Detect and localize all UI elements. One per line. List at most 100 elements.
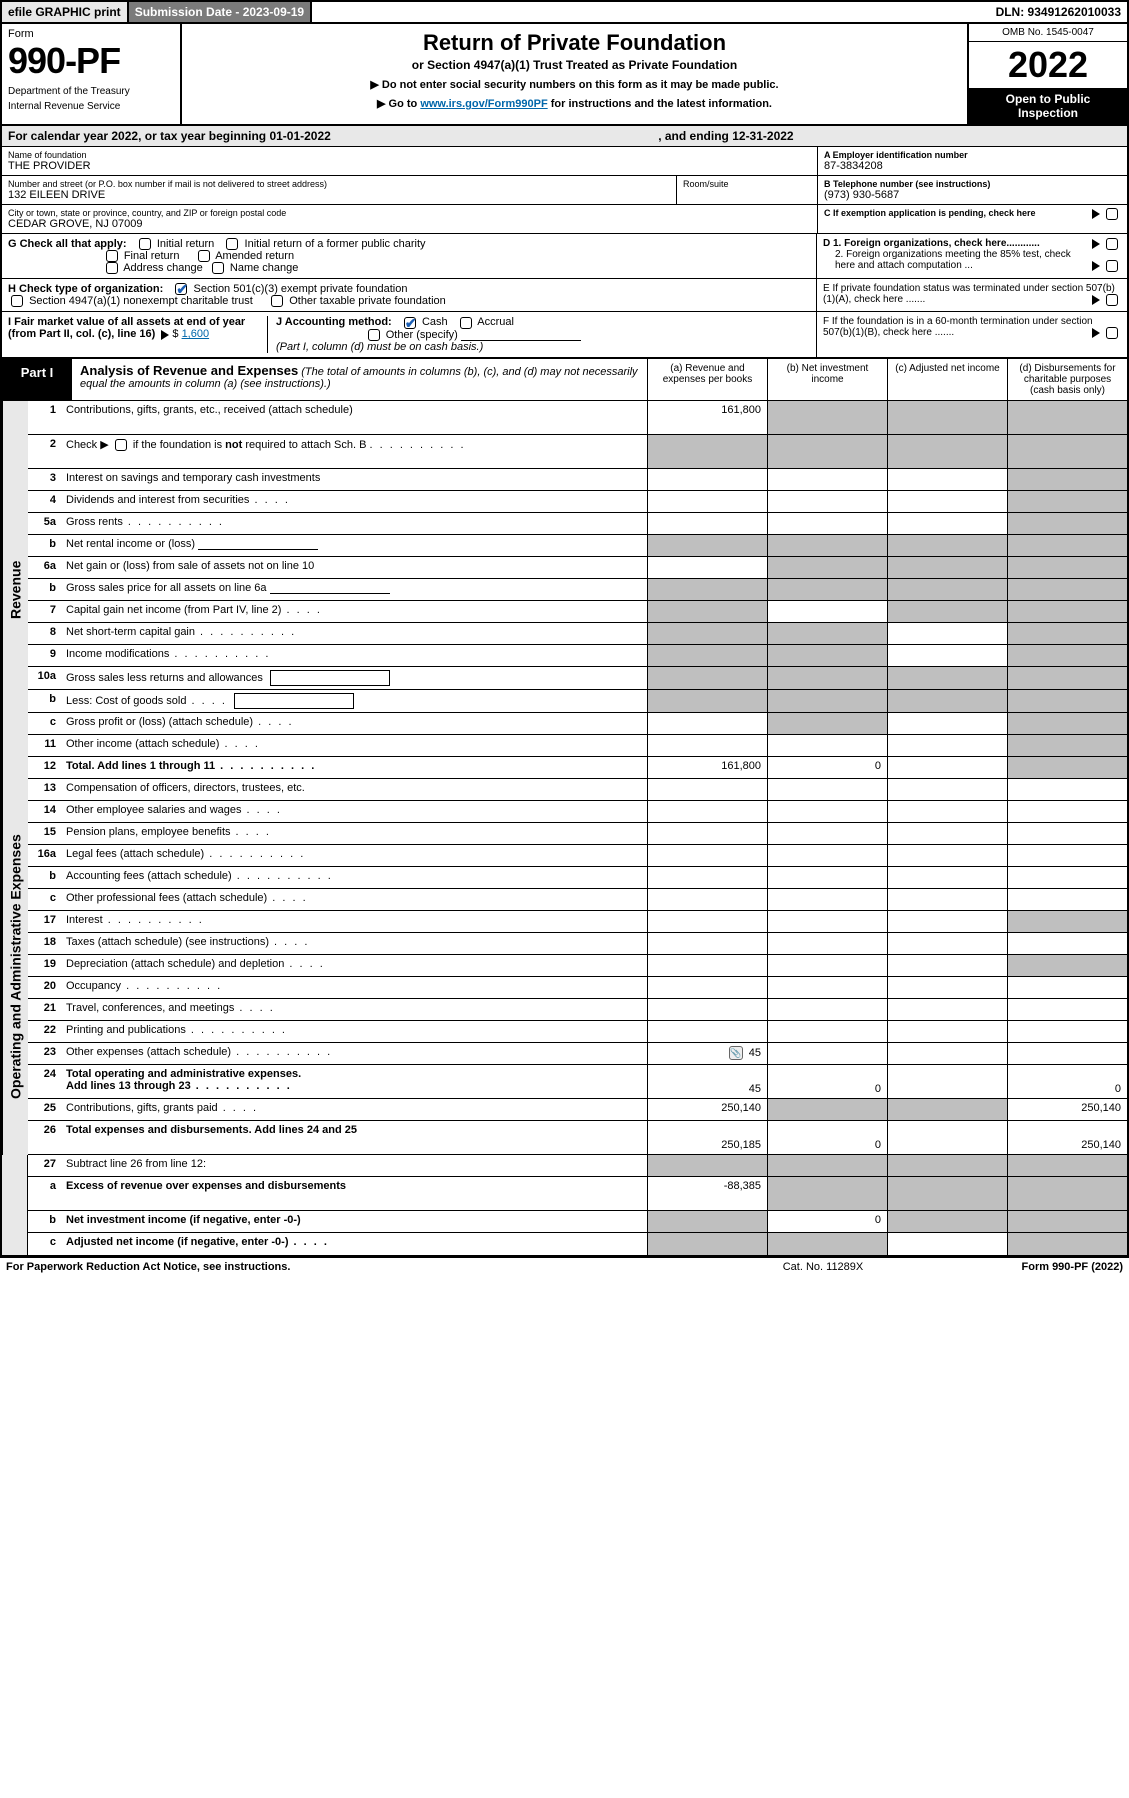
j-other-checkbox[interactable] [368,329,380,341]
cell-d [1007,1021,1127,1042]
row-num: 11 [28,735,62,756]
row-desc: Net gain or (loss) from sale of assets n… [62,557,647,578]
f-label: F If the foundation is in a 60-month ter… [823,316,1093,338]
g-final-checkbox[interactable] [106,250,118,262]
r5b-input[interactable] [198,549,318,550]
f-checkbox[interactable] [1106,327,1118,339]
row-num: 6a [28,557,62,578]
part1-title: Analysis of Revenue and Expenses [80,363,298,378]
g-address-checkbox[interactable] [106,262,118,274]
entity-left: Name of foundation THE PROVIDER Number a… [2,147,817,233]
row-5b: b Net rental income or (loss) [28,535,1127,557]
row-num: 5a [28,513,62,534]
cell-a [647,779,767,800]
schb-checkbox[interactable] [115,439,127,451]
exemption-checkbox[interactable] [1106,208,1118,220]
cell-c [887,557,1007,578]
g-initial-checkbox[interactable] [139,238,151,250]
g-amended-checkbox[interactable] [198,250,210,262]
i-j-block: I Fair market value of all assets at end… [2,312,817,356]
cell-a: 161,800 [647,757,767,778]
cell-b [767,601,887,622]
row-desc: Less: Cost of goods sold [62,690,647,712]
g-name: Name change [230,262,299,274]
g-final: Final return [124,250,180,262]
j-accrual-checkbox[interactable] [460,317,472,329]
row-num: 2 [28,435,62,468]
efile-graphic-print[interactable]: efile GRAPHIC print [2,2,129,22]
h-501c3: Section 501(c)(3) exempt private foundat… [193,283,407,295]
attachment-icon[interactable]: 📎 [729,1046,743,1060]
d1-checkbox[interactable] [1106,238,1118,250]
j-cash-checkbox[interactable] [404,317,416,329]
efile-topbar: efile GRAPHIC print Submission Date - 20… [0,0,1129,24]
row-1: 1 Contributions, gifts, grants, etc., re… [28,401,1127,435]
cell-b [767,1177,887,1210]
j-cash: Cash [422,316,448,328]
submission-date: Submission Date - 2023-09-19 [129,2,312,22]
d2-checkbox[interactable] [1106,260,1118,272]
row-desc: Capital gain net income (from Part IV, l… [62,601,647,622]
cell-c [887,435,1007,468]
row-27c: c Adjusted net income (if negative, ente… [28,1233,1127,1255]
cell-b [767,911,887,932]
row-num: 10a [28,667,62,689]
i-block: I Fair market value of all assets at end… [8,316,268,352]
cell-b: 0 [767,1211,887,1232]
row-num: b [28,579,62,600]
dept-irs: Internal Revenue Service [8,101,174,112]
cell-d: 250,140 [1007,1099,1127,1120]
g-initial-former-checkbox[interactable] [226,238,238,250]
j-label: J Accounting method: [276,316,392,328]
r10b-input[interactable] [234,693,354,709]
cell-b [767,867,887,888]
row-num: 22 [28,1021,62,1042]
row-27b: b Net investment income (if negative, en… [28,1211,1127,1233]
cell-d [1007,999,1127,1020]
r9-text: Income modifications [66,648,169,660]
i-value[interactable]: 1,600 [182,328,210,340]
row-23: 23 Other expenses (attach schedule) 📎 45 [28,1043,1127,1065]
exemption-label: C If exemption application is pending, c… [824,208,1036,218]
i-label: I Fair market value of all assets at end… [8,316,245,340]
row-7: 7 Capital gain net income (from Part IV,… [28,601,1127,623]
cell-a [647,513,767,534]
cell-c [887,779,1007,800]
e-checkbox[interactable] [1106,294,1118,306]
row-14: 14 Other employee salaries and wages [28,801,1127,823]
row-desc: Total. Add lines 1 through 11 [62,757,647,778]
arrow-icon [1092,209,1100,219]
cell-d [1007,579,1127,600]
d-block: D 1. Foreign organizations, check here..… [817,234,1127,278]
arrow-icon [1092,328,1100,338]
omb-number: OMB No. 1545-0047 [969,24,1127,42]
row-desc: Depreciation (attach schedule) and deple… [62,955,647,976]
cell-c [887,1177,1007,1210]
h-501c3-checkbox[interactable] [175,283,187,295]
row-num: 9 [28,645,62,666]
cell-c [887,579,1007,600]
row-desc: Contributions, gifts, grants, etc., rece… [62,401,647,434]
expenses-rows: 13 Compensation of officers, directors, … [28,779,1127,1155]
cell-d [1007,757,1127,778]
r27c-text: Adjusted net income (if negative, enter … [66,1236,288,1248]
row-19: 19 Depreciation (attach schedule) and de… [28,955,1127,977]
cell-b [767,823,887,844]
h-other-checkbox[interactable] [271,295,283,307]
irs-link[interactable]: www.irs.gov/Form990PF [420,98,547,110]
cell-a [647,889,767,910]
g-name-checkbox[interactable] [212,262,224,274]
row-desc: Other expenses (attach schedule) [62,1043,647,1064]
r6b-input[interactable] [270,593,390,594]
ein-value: 87-3834208 [824,160,1121,172]
row-6b: b Gross sales price for all assets on li… [28,579,1127,601]
cell-a [647,601,767,622]
h-4947: Section 4947(a)(1) nonexempt charitable … [29,295,253,307]
h-4947-checkbox[interactable] [11,295,23,307]
blank-side [2,1155,28,1255]
cell-c [887,845,1007,866]
r10a-input[interactable] [270,670,390,686]
cell-d [1007,801,1127,822]
row-desc: Contributions, gifts, grants paid [62,1099,647,1120]
row-num: 8 [28,623,62,644]
